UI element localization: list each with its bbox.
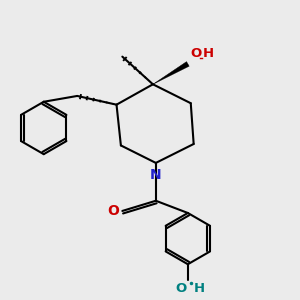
Polygon shape (153, 62, 189, 84)
Text: N: N (150, 168, 162, 182)
Text: H: H (194, 282, 205, 295)
Text: O: O (175, 282, 186, 295)
Text: O: O (107, 204, 119, 218)
Text: O: O (190, 47, 201, 60)
Text: H: H (203, 47, 214, 60)
